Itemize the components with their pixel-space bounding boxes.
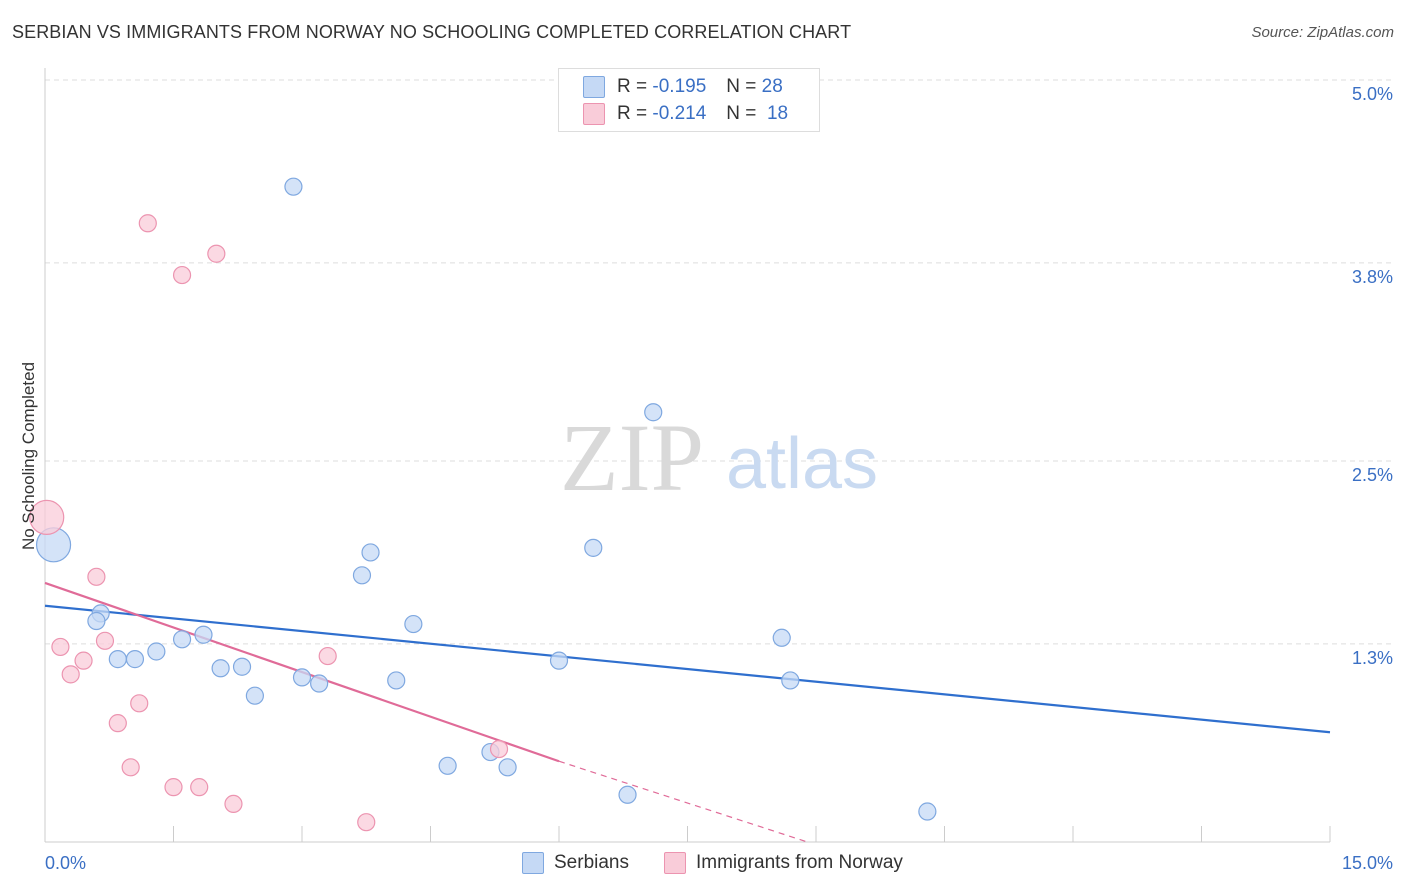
chart-title: SERBIAN VS IMMIGRANTS FROM NORWAY NO SCH…: [12, 22, 852, 42]
serbians-point: [108, 650, 127, 669]
source-label: Source: ZipAtlas.com: [1251, 24, 1394, 41]
legend-r-value: -0.214: [652, 103, 707, 124]
norway-point: [357, 813, 376, 832]
serbians-point: [172, 630, 192, 649]
norway-point: [51, 637, 70, 657]
serbians-point: [618, 785, 637, 804]
bottom-legend-swatch-norway: [664, 852, 686, 874]
norway-point: [121, 758, 140, 777]
serbians-point: [125, 650, 145, 669]
norway-point: [87, 567, 106, 586]
norway-point: [489, 739, 509, 759]
y-tick-label: 1.3%: [1352, 648, 1393, 668]
serbians-point: [549, 651, 569, 670]
serbians-point: [404, 614, 423, 634]
legend-row-serbians: R = -0.195 N = 28: [583, 75, 783, 99]
bottom-legend-swatch-serbians: [522, 852, 544, 874]
axes: [44, 68, 1331, 843]
legend-n-value: 18: [766, 103, 789, 124]
norway-point: [108, 714, 127, 733]
serbians-point: [361, 543, 380, 562]
y-tick-label: 3.8%: [1352, 267, 1393, 287]
serbians-point: [772, 628, 791, 647]
serbians-point: [232, 657, 252, 676]
serbians-point: [498, 758, 517, 777]
serbians-point: [211, 659, 230, 678]
bottom-legend-norway: Immigrants from Norway: [664, 852, 903, 874]
serbians-point: [352, 566, 372, 585]
bottom-legend-label: Immigrants from Norway: [696, 852, 903, 873]
legend-swatch-norway: [583, 103, 605, 125]
serbians-point: [284, 177, 303, 196]
legend-swatch-serbians: [583, 76, 605, 98]
norway-point: [29, 499, 65, 535]
norway-point: [138, 214, 157, 233]
data-points: [29, 177, 937, 832]
norway-point: [172, 265, 192, 285]
legend-r-value: -0.195: [652, 76, 707, 97]
tick-labels: 5.0% 3.8% 2.5% 1.3% 0.0% 15.0%: [45, 84, 1393, 873]
y-tick-label: 2.5%: [1352, 465, 1393, 485]
legend-n-label: N =: [726, 103, 757, 124]
norway-point: [164, 778, 183, 797]
serbians-point: [194, 625, 213, 644]
watermark-atlas: atlas: [726, 424, 878, 504]
y-tick-label: 5.0%: [1352, 84, 1393, 104]
x-tick-label: 0.0%: [45, 853, 86, 873]
legend-n-label: N =: [726, 76, 757, 97]
serbians-point: [584, 538, 603, 557]
serbians-trendline: [44, 604, 1331, 734]
watermark-zip: ZIP: [560, 404, 704, 511]
serbians-point: [87, 611, 106, 631]
gridlines: [45, 79, 1392, 645]
y-axis-label: No Schooling Completed: [19, 362, 38, 550]
legend-n-value: 28: [761, 76, 783, 97]
norway-point: [190, 778, 209, 797]
norway-point: [61, 665, 80, 684]
norway-point: [318, 646, 337, 666]
serbians-point: [781, 671, 800, 690]
serbians-point: [918, 802, 937, 821]
serbians-point: [387, 671, 406, 690]
norway-point: [74, 651, 93, 670]
bottom-legend-serbians: Serbians: [522, 852, 629, 874]
legend-row-norway: R = -0.214 N = 18: [583, 102, 788, 126]
x-tick-label: 15.0%: [1342, 853, 1393, 873]
norway-point: [130, 694, 149, 713]
serbians-point: [644, 403, 663, 422]
bottom-legend-label: Serbians: [554, 852, 629, 873]
norway-point: [207, 244, 226, 263]
serbians-point: [245, 686, 264, 705]
norway-point: [224, 794, 243, 814]
serbians-point: [310, 674, 329, 693]
serbians-point: [438, 756, 457, 775]
legend-r-label: R =: [617, 76, 648, 97]
norway-point: [95, 631, 115, 650]
serbians-point: [147, 642, 166, 661]
norway-trendline-extension: [558, 760, 808, 843]
watermark: ZIP atlas: [560, 404, 878, 511]
legend-r-label: R =: [617, 103, 648, 124]
serbians-point: [292, 668, 312, 687]
legend: R = -0.195 N = 28 R = -0.214 N = 18: [558, 68, 820, 132]
